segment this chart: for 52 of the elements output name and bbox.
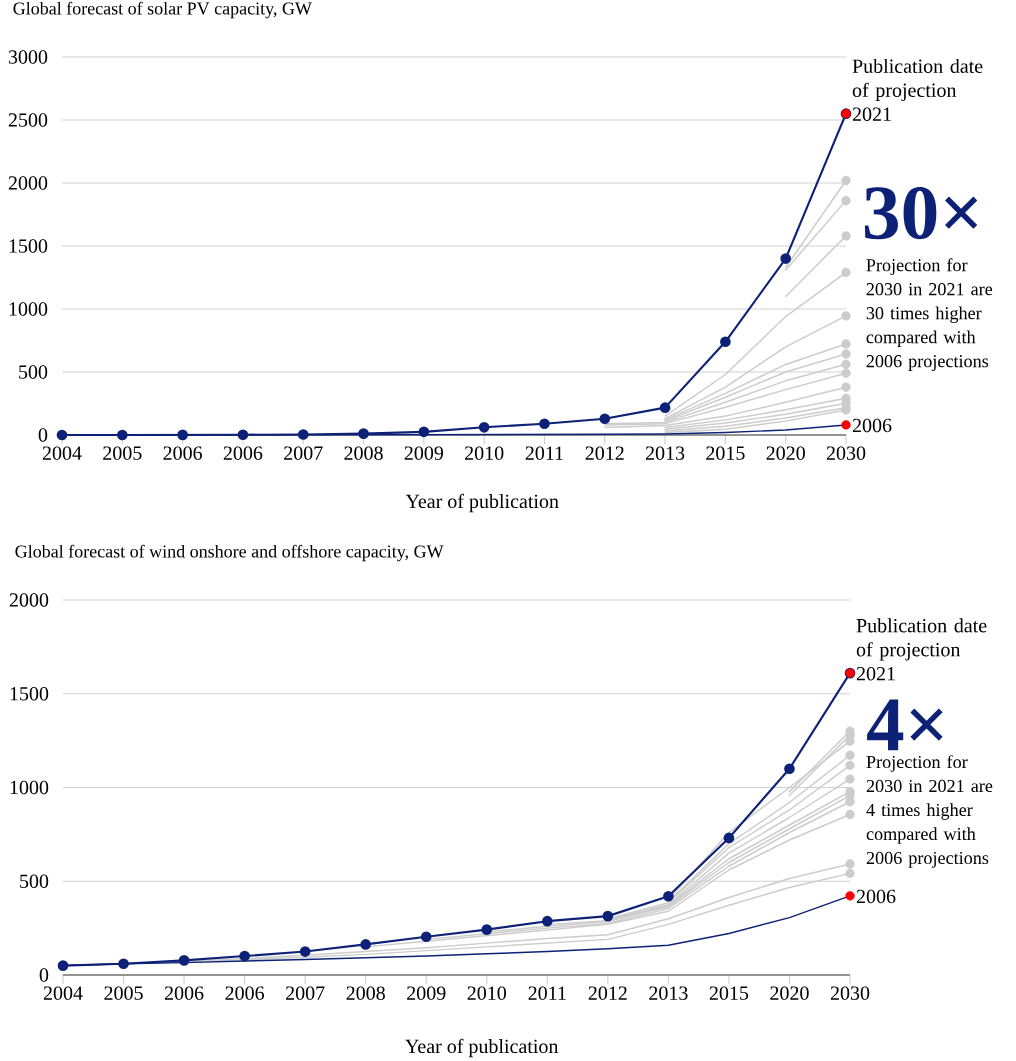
- chart-title: Global forecast of wind onshore and offshore capacity, GW: [15, 544, 444, 562]
- x-tick-label: 2005: [104, 986, 143, 1000]
- y-tick-label: 500: [20, 874, 49, 888]
- x-tick-label: 2004: [43, 986, 83, 1000]
- y-tick-label: 2000: [8, 176, 48, 190]
- x-tick-label: 2009: [404, 446, 444, 460]
- chart-title: Global forecast of solar PV capacity, GW: [13, 1, 312, 19]
- x-tick-label: 2009: [407, 986, 446, 1000]
- x-tick-label: 2008: [344, 446, 383, 460]
- text: 30×: [864, 187, 978, 240]
- y-tick-label: 1500: [9, 239, 48, 253]
- annotation: Publication date of projection 2021: [852, 58, 983, 121]
- x-tick-label: 2030: [826, 446, 866, 460]
- x-tick-label: 2011: [528, 986, 566, 1000]
- x-tick-label: 2030: [830, 986, 870, 1000]
- text: Projection for 2030 in 2021 are 4 times higher compared with 2006 projections: [866, 755, 993, 868]
- x-tick-label: 2006: [223, 446, 263, 460]
- annotation: 2006: [852, 418, 892, 433]
- annotation: Publication date of projection 2021: [856, 618, 987, 681]
- x-tick-label: 2010: [467, 986, 507, 1000]
- x-axis-title: Year of publication: [405, 1038, 559, 1058]
- y-tick-label: 0: [39, 968, 49, 982]
- x-tick-label: 2007: [286, 986, 325, 1000]
- x-tick-label: 2004: [42, 446, 82, 460]
- x-tick-label: 2012: [585, 446, 624, 460]
- text: 4×: [867, 699, 943, 751]
- x-tick-label: 2020: [770, 986, 809, 1000]
- y-tick-label: 1000: [10, 780, 49, 795]
- x-tick-label: 2012: [588, 986, 627, 1000]
- text: Projection for 2030 in 2021 are 30 times higher compared with 2006 projections: [866, 258, 993, 371]
- x-tick-label: 2006: [164, 986, 204, 1000]
- x-tick-label: 2020: [766, 446, 805, 460]
- x-tick-label: 2006: [163, 446, 203, 460]
- y-tick-label: 500: [19, 365, 48, 379]
- y-tick-label: 1000: [9, 302, 48, 316]
- y-tick-label: 0: [38, 428, 48, 442]
- y-tick-label: 2000: [9, 593, 49, 607]
- x-tick-label: 2015: [706, 446, 745, 460]
- x-tick-label: 2013: [645, 446, 685, 460]
- x-axis-title: Year of publication: [405, 493, 559, 513]
- x-tick-label: 2008: [346, 986, 385, 1000]
- y-tick-label: 2500: [8, 113, 48, 127]
- x-tick-label: 2005: [103, 446, 142, 460]
- x-tick-label: 2015: [709, 986, 749, 1000]
- y-tick-label: 1500: [10, 687, 49, 701]
- x-tick-label: 2010: [465, 446, 504, 460]
- x-tick-label: 2007: [284, 446, 323, 460]
- x-tick-label: 2011: [525, 446, 563, 460]
- x-tick-label: 2006: [225, 986, 265, 1000]
- annotation: 2006: [856, 889, 896, 904]
- x-tick-label: 2013: [649, 986, 688, 1000]
- y-tick-label: 3000: [8, 50, 48, 64]
